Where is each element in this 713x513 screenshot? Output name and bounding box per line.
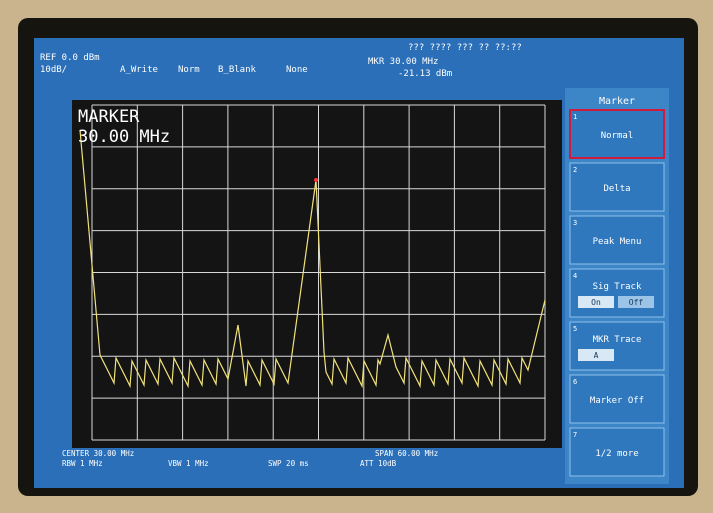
- softkey[interactable]: [570, 269, 664, 317]
- softkey-label: Normal: [601, 131, 634, 141]
- softkey-label: Marker Off: [590, 396, 644, 406]
- softkey-number: 6: [573, 378, 577, 386]
- sweep-time: SWP 20 ms: [268, 459, 309, 468]
- marker-value: 30.00 MHz: [78, 127, 170, 147]
- softkey-label: 1/2 more: [595, 449, 638, 459]
- center-frequency: CENTER 30.00 MHz: [62, 449, 134, 458]
- softkey-option-label: On: [591, 298, 601, 307]
- attenuation: ATT 10dB: [360, 459, 397, 468]
- trace-b-mode: None: [286, 65, 308, 75]
- softkey-title: Marker: [599, 96, 635, 107]
- softkey-number: 7: [573, 431, 577, 439]
- span: SPAN 60.00 MHz: [375, 449, 438, 458]
- softkey-number: 4: [573, 272, 577, 280]
- datetime: ??? ???? ??? ?? ??:??: [408, 43, 522, 53]
- softkey-number: 5: [573, 325, 577, 333]
- trace-a-mode: Norm: [178, 65, 200, 75]
- trace-b: B_Blank: [218, 65, 257, 75]
- marker-label: MARKER: [78, 107, 140, 127]
- analyzer-photo: REF 0.0 dBm 10dB/ A_Write Norm B_Blank N…: [0, 0, 713, 509]
- softkey-number: 1: [573, 113, 577, 121]
- softkeys: 1 Normal 2 Delta 3 Peak Menu 4 Sig Track On Off 5 M…: [570, 110, 664, 476]
- softkey-label: Peak Menu: [593, 237, 642, 247]
- scale: 10dB/: [40, 65, 67, 75]
- rbw: RBW 1 MHz: [62, 459, 103, 468]
- ref-level: REF 0.0 dBm: [40, 53, 100, 63]
- softkey-option-label: Off: [629, 298, 644, 307]
- marker-frequency: MKR 30.00 MHz: [368, 57, 438, 67]
- page: REF 0.0 dBm 10dB/ A_Write Norm B_Blank N…: [0, 0, 713, 509]
- trace-a: A_Write: [120, 65, 158, 75]
- softkey-option-label: A: [594, 351, 599, 360]
- softkey-label: MKR Trace: [593, 335, 642, 345]
- softkey-number: 3: [573, 219, 577, 227]
- vbw: VBW 1 MHz: [168, 459, 209, 468]
- marker-level: -21.13 dBm: [398, 69, 452, 79]
- marker-dot: [314, 178, 318, 182]
- softkey-label: Delta: [603, 184, 630, 194]
- plot-area: [72, 100, 562, 448]
- softkey[interactable]: [570, 322, 664, 370]
- softkey-label: Sig Track: [593, 282, 642, 292]
- softkey-number: 2: [573, 166, 577, 174]
